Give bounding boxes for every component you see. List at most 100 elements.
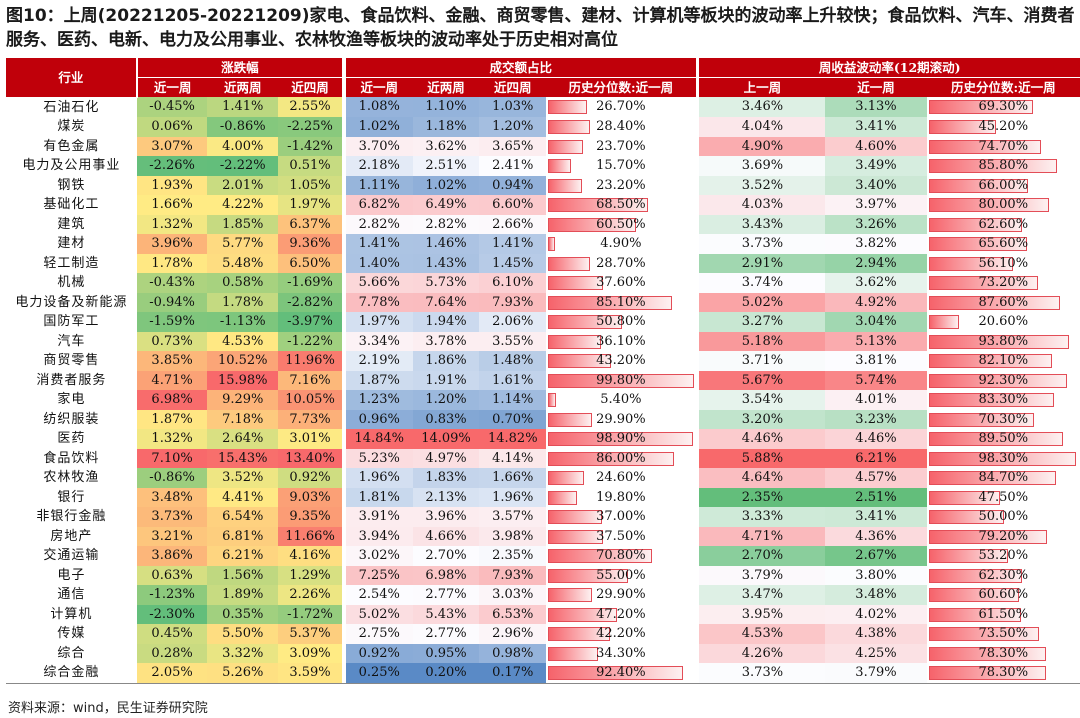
turnover-cell: 0.83% <box>412 409 480 429</box>
turnover-cell: 1.87% <box>345 370 413 390</box>
turnover-cell: 0.94% <box>479 175 547 195</box>
turnover-percentile-cell: 29.90% <box>546 410 695 430</box>
percentile-value: 19.80% <box>596 489 646 505</box>
turnover-cell: 1.96% <box>479 487 547 507</box>
turnover-percentile-cell: 37.00% <box>546 507 695 527</box>
change-cell: 13.40% <box>278 448 342 468</box>
volatility-percentile-cell: 50.00% <box>927 507 1080 527</box>
change-cell: 1.56% <box>207 565 279 585</box>
percentile-bar <box>928 646 1046 661</box>
change-cell: 4.71% <box>136 370 208 390</box>
header-row-groups: 行业 涨跌幅 成交额占比 周收益波动率(12期滚动) <box>6 58 1080 98</box>
turnover-cell: 2.06% <box>479 312 547 332</box>
percentile-bar <box>928 490 1000 505</box>
header-industry: 行业 <box>6 58 137 98</box>
turnover-cell: 2.75% <box>345 624 413 644</box>
percentile-bar <box>548 627 610 641</box>
turnover-cell: 5.73% <box>412 273 480 293</box>
percentile-value: 82.10% <box>978 353 1029 368</box>
turnover-cell: 2.66% <box>479 214 547 234</box>
turnover-cell: 6.98% <box>412 565 480 585</box>
turnover-cell: 2.13% <box>412 487 480 507</box>
change-cell: 7.18% <box>207 409 279 429</box>
percentile-bar <box>548 549 652 563</box>
percentile-bar <box>928 568 1022 583</box>
figure-title: 图10：上周(20221205-20221209)家电、食品饮料、金融、商贸零售… <box>6 6 1075 50</box>
change-cell: -3.97% <box>278 312 342 332</box>
volatility-cell: 2.94% <box>825 253 927 273</box>
turnover-cell: 2.77% <box>412 585 480 605</box>
volatility-cell: 3.62% <box>825 273 927 293</box>
turnover-percentile-cell: 85.10% <box>546 293 695 313</box>
percentile-value: 23.20% <box>596 177 646 193</box>
change-cell: 11.96% <box>278 351 342 371</box>
volatility-cell: 3.23% <box>825 409 927 429</box>
table-row: 食品饮料 7.10% 15.43% 13.40% 5.23% 4.97% 4.14% 86.0… <box>6 448 1080 468</box>
percentile-value: 98.90% <box>596 431 646 446</box>
table-row: 建筑 1.32% 1.85% 6.37% 2.82% 2.82% 2.66% 60.50% 3.… <box>6 214 1080 235</box>
turnover-percentile-cell: 60.50% <box>546 215 695 235</box>
table-row: 煤炭 0.06% -0.86% -2.25% 1.02% 1.18% 1.20% 28.40%… <box>6 117 1080 137</box>
percentile-value: 28.40% <box>596 119 646 134</box>
turnover-cell: 1.41% <box>479 234 547 254</box>
volatility-cell: 3.33% <box>699 507 826 527</box>
percentile-bar <box>548 568 629 583</box>
percentile-bar <box>928 510 1004 524</box>
percentile-value: 60.60% <box>978 587 1029 602</box>
percentile-value: 50.00% <box>978 509 1029 524</box>
industry-name: 煤炭 <box>57 119 86 134</box>
percentile-value: 92.40% <box>596 665 646 680</box>
change-cell: -1.22% <box>278 331 342 351</box>
volatility-cell: 4.26% <box>699 643 826 663</box>
percentile-value: 29.90% <box>596 411 646 427</box>
change-cell: 0.73% <box>136 331 208 351</box>
volatility-cell: 3.13% <box>825 97 927 117</box>
industry-name: 家电 <box>57 392 86 407</box>
turnover-cell: 5.43% <box>412 604 480 624</box>
percentile-value: 99.80% <box>596 372 646 388</box>
volatility-cell: 3.71% <box>699 351 826 371</box>
change-cell: 0.35% <box>207 604 279 624</box>
change-cell: 6.54% <box>207 507 279 527</box>
percentile-bar <box>548 529 603 544</box>
turnover-cell: 3.57% <box>479 507 547 527</box>
percentile-bar <box>928 529 1048 544</box>
percentile-bar <box>928 315 960 329</box>
volatility-percentile-cell: 66.00% <box>927 176 1080 196</box>
volatility-cell: 2.35% <box>699 487 826 507</box>
table-row: 农林牧渔 -0.86% 3.52% 0.92% 1.96% 1.83% 1.66% 24.60… <box>6 468 1080 488</box>
industry-name: 建材 <box>57 236 86 251</box>
change-cell: -1.72% <box>278 604 342 624</box>
volatility-cell: 4.04% <box>699 117 826 137</box>
percentile-bar <box>928 412 1034 427</box>
percentile-value: 98.30% <box>978 450 1029 466</box>
table-row: 钢铁 1.93% 2.01% 1.05% 1.11% 1.02% 0.94% 23.20% 3.… <box>6 175 1080 196</box>
percentile-value: 92.30% <box>978 372 1029 388</box>
change-cell: 3.21% <box>136 526 208 546</box>
industry-name: 食品饮料 <box>43 450 100 466</box>
change-cell: 1.78% <box>207 292 279 312</box>
turnover-cell: 3.98% <box>479 526 547 546</box>
turnover-cell: 7.78% <box>345 292 413 312</box>
header-group-volatility: 周收益波动率(12期滚动) <box>699 58 1080 78</box>
change-cell: -1.69% <box>278 273 342 293</box>
volatility-cell: 3.73% <box>699 234 826 254</box>
volatility-percentile-cell: 78.30% <box>927 644 1080 664</box>
percentile-value: 56.10% <box>978 255 1029 271</box>
percentile-value: 37.50% <box>596 528 646 544</box>
industry-name: 纺织服装 <box>43 411 100 427</box>
turnover-percentile-cell: 28.40% <box>546 117 695 137</box>
change-cell: 10.52% <box>207 351 279 371</box>
percentile-bar <box>548 646 599 661</box>
turnover-percentile-cell: 15.70% <box>546 156 695 176</box>
percentile-bar <box>548 666 684 680</box>
change-cell: 6.98% <box>136 390 208 410</box>
change-cell: 4.22% <box>207 195 279 215</box>
change-cell: -2.26% <box>136 156 208 176</box>
change-cell: 11.66% <box>278 526 342 546</box>
table-row: 通信 -1.23% 1.89% 2.26% 2.54% 2.77% 3.03% 29.90% 3… <box>6 585 1080 605</box>
volatility-cell: 4.64% <box>699 468 826 488</box>
percentile-value: 70.30% <box>978 411 1029 427</box>
table-row: 医药 1.32% 2.64% 3.01% 14.84% 14.09% 14.82% 98.90… <box>6 429 1080 449</box>
industry-name: 交通运输 <box>43 548 100 563</box>
